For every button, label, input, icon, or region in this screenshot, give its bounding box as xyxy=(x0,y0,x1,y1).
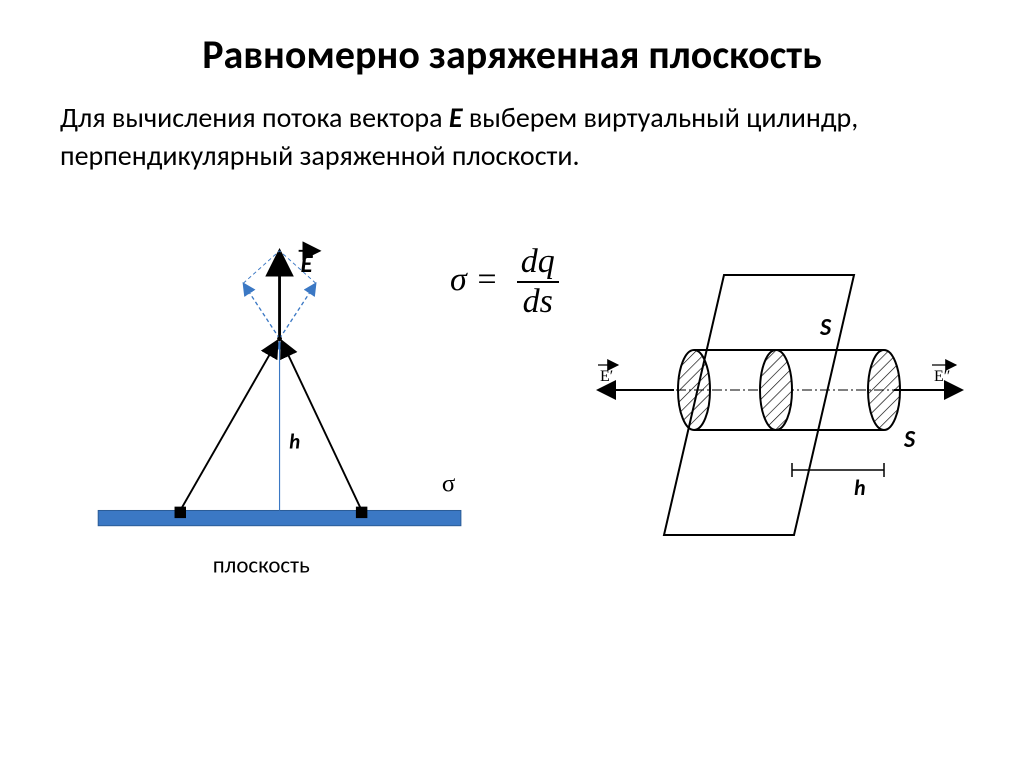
left-diagram: E h σ плоскость xyxy=(60,225,480,605)
E-label: E xyxy=(301,247,314,278)
plane-label: плоскость xyxy=(213,551,310,579)
sigma-label: σ xyxy=(442,470,455,497)
E-left-label: E′ xyxy=(600,368,613,385)
h-label: h xyxy=(289,428,300,454)
paragraph-vector-E: E xyxy=(449,100,463,135)
E-right-label: E″ xyxy=(934,368,950,385)
S-label-top: S xyxy=(819,313,832,342)
field-vector xyxy=(281,340,361,510)
formula-lhs: σ xyxy=(450,260,467,297)
field-point xyxy=(277,336,282,341)
S-label-right: S xyxy=(903,425,916,454)
formula-numerator: dq xyxy=(515,245,561,281)
slide: Равномерно заряженная плоскость Для вычи… xyxy=(0,0,1024,767)
formula-equals: = xyxy=(475,260,506,297)
field-vector xyxy=(180,340,277,510)
charged-plane-bar xyxy=(98,510,461,525)
slide-title: Равномерно заряженная плоскость xyxy=(60,30,964,79)
sigma-formula: σ = dq ds xyxy=(450,245,561,319)
right-diagram: S S h E′ E″ xyxy=(564,225,984,585)
paragraph-part-1: Для вычисления потока вектора xyxy=(60,100,449,135)
parallelogram-edge xyxy=(243,250,279,282)
h-label: h xyxy=(854,474,866,501)
cylinder-left-cap xyxy=(678,350,710,430)
figure-area: E h σ плоскость σ = dq ds xyxy=(60,185,964,645)
formula-fraction: dq ds xyxy=(515,245,561,319)
cylinder-plane-intersection-hatch xyxy=(760,350,792,430)
component-arrow xyxy=(243,283,279,338)
slide-paragraph: Для вычисления потока вектора E выберем … xyxy=(60,99,960,175)
charge-marker xyxy=(175,506,186,517)
formula-denominator: ds xyxy=(517,281,559,319)
component-arrow xyxy=(280,283,316,338)
